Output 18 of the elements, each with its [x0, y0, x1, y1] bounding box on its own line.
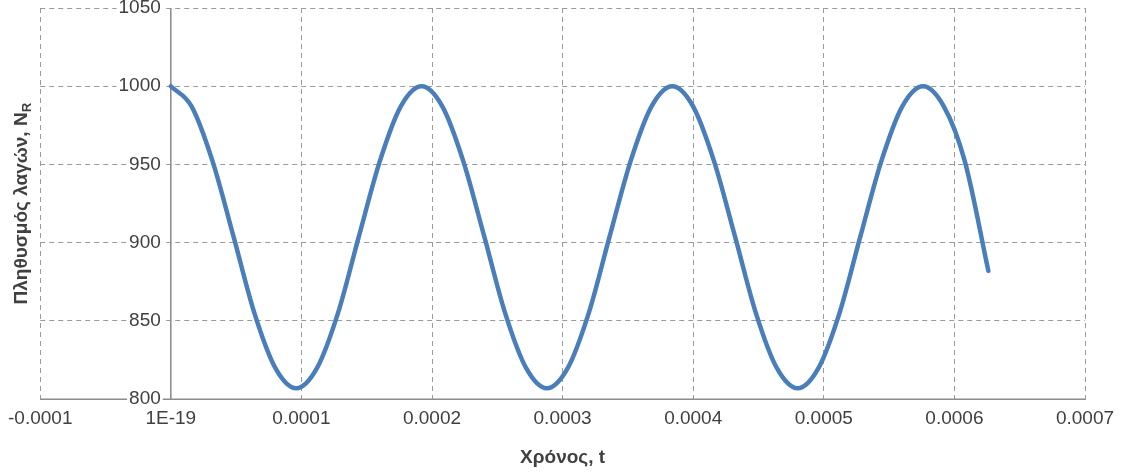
- x-tick-label: -0.0001: [7, 406, 73, 428]
- y-tick-label: 850: [129, 309, 161, 331]
- x-tick-label: 1E-19: [145, 406, 197, 428]
- x-tick-label: 0.0006: [925, 406, 984, 428]
- x-tick-label: 0.0007: [1055, 406, 1115, 428]
- x-tick-label: 0.0002: [402, 406, 462, 428]
- y-tick-label: 900: [129, 230, 161, 252]
- y-tick-label: 950: [129, 152, 161, 174]
- y-axis-title: Πληθυσμός λαγών, NR: [10, 102, 35, 305]
- x-tick-label: 0.0005: [794, 406, 853, 428]
- y-tick-label: 1000: [118, 74, 161, 96]
- line-series: [168, 83, 991, 391]
- y-tick-label: 800: [129, 387, 161, 409]
- x-tick-label: 0.0004: [664, 406, 723, 428]
- y-tick-label: 1050: [118, 0, 161, 18]
- x-axis-title: Χρόνος, t: [520, 446, 606, 468]
- x-tick-label: 0.0001: [272, 406, 331, 428]
- x-tick-label: 0.0003: [533, 406, 592, 428]
